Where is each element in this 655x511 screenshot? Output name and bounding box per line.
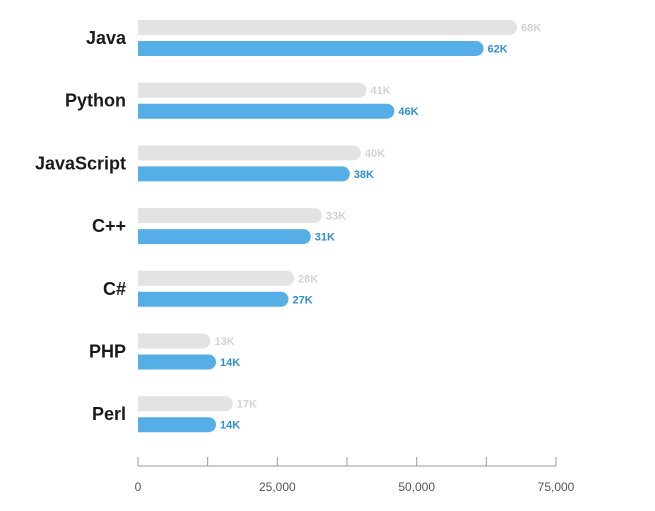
- bar-current-value-label: 38K: [354, 169, 374, 181]
- bar-current: [138, 41, 484, 57]
- bar-current-value-label: 14K: [220, 357, 240, 369]
- category-label: C++: [92, 216, 126, 236]
- bar-current-value-label: 46K: [398, 106, 418, 118]
- bar-previous-value-label: 17K: [237, 399, 257, 411]
- bar-previous: [138, 396, 233, 412]
- bar-previous-value-label: 13K: [214, 336, 234, 348]
- x-axis: 0 25,000 50,000 75,000: [135, 457, 575, 494]
- bar-previous: [138, 333, 211, 349]
- bar-current: [138, 417, 217, 433]
- bar-previous: [138, 20, 517, 35]
- bar-current-value-label: 62K: [488, 44, 508, 56]
- bar-previous-value-label: 40K: [365, 148, 385, 160]
- bars-group: Java 68K 62K Python 41K 46K JavaScript 40K 38K C+…: [35, 20, 541, 433]
- bar-previous-value-label: 68K: [521, 23, 541, 35]
- category-label: Java: [86, 28, 127, 48]
- bar-previous-value-label: 41K: [371, 85, 391, 97]
- category-label: C#: [103, 279, 126, 299]
- category-label: Python: [65, 91, 126, 111]
- bar-previous: [138, 208, 322, 224]
- bar-current: [138, 166, 350, 182]
- category-label: JavaScript: [35, 153, 126, 173]
- bar-current: [138, 354, 217, 370]
- bar-current-value-label: 14K: [220, 420, 240, 432]
- bar-previous-value-label: 33K: [326, 211, 346, 223]
- category-label: Perl: [92, 404, 126, 424]
- bar-current: [138, 229, 311, 245]
- x-axis-tick-label: 75,000: [538, 480, 575, 494]
- bar-current-value-label: 27K: [292, 294, 312, 306]
- bar-current: [138, 291, 289, 307]
- bar-previous: [138, 82, 367, 98]
- bar-current-value-label: 31K: [315, 232, 335, 244]
- bar-previous-value-label: 28K: [298, 273, 318, 285]
- x-axis-tick-label: 0: [135, 480, 142, 494]
- bar-previous: [138, 145, 361, 161]
- bar-previous: [138, 270, 295, 286]
- bar-current: [138, 103, 395, 119]
- category-label: PHP: [89, 342, 126, 362]
- x-axis-tick-label: 25,000: [259, 480, 296, 494]
- x-axis-tick-label: 50,000: [398, 480, 435, 494]
